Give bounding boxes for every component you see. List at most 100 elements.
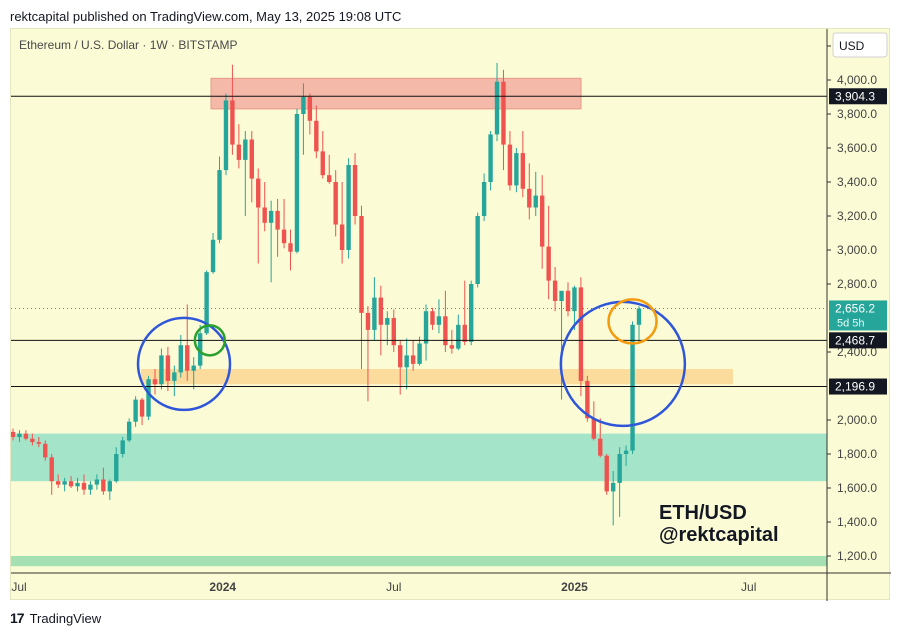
candle [159,348,164,390]
candle-body [327,175,332,182]
candle [552,267,558,312]
candle [494,63,500,142]
price-label-value: 2,468.7 [835,333,875,347]
candle [623,445,629,466]
candle [520,131,526,198]
candle-body [514,153,519,186]
candle [423,304,429,361]
candle-body [378,297,384,325]
candle [10,428,16,441]
candle-body [333,182,338,225]
watermark-line-1: ETH/USD [659,502,747,524]
zone-orange-support [141,369,733,385]
candle [572,285,577,330]
candle [546,205,551,300]
candle-body [630,324,635,451]
candle-body [230,100,235,145]
candle-body [307,97,313,121]
candle-body [501,81,506,145]
candle-body [30,438,35,443]
candle-body [346,165,351,250]
candle [391,309,396,352]
eth-weekly-chart[interactable]: 4,200.04,000.03,800.03,600.03,400.03,200… [10,29,891,601]
candle-body [107,481,112,492]
candle-body [10,431,16,437]
candle [430,307,435,330]
candle-body [449,345,455,349]
candle [398,340,403,395]
candle [210,233,216,274]
price-label-value: 2,196.9 [835,380,875,394]
candle [36,437,42,448]
x-tick-label: 2025 [561,580,588,594]
candle [314,105,319,159]
levels-layer [11,95,827,388]
candle-body [520,153,526,189]
candle-body [410,355,416,364]
candle [488,131,493,191]
candle-body [17,433,22,437]
candle [185,304,190,381]
candle [481,173,487,222]
candle [23,430,29,441]
tradingview-logo-icon[interactable]: 17 [10,610,25,626]
candle-body [81,482,87,490]
candle-body [36,442,42,444]
candle [178,335,183,378]
circle-green-small [193,324,227,357]
candle-body [94,479,100,485]
candle-body [565,290,571,312]
candle [307,93,313,135]
candle [236,124,242,169]
x-tick-label: Jul [741,580,756,594]
candle-body [507,144,513,186]
candle-body [430,311,435,325]
x-tick-label: Jul [11,580,26,594]
level-price-label: 3,904.3 [829,88,887,105]
candle [527,163,532,220]
candle [462,280,467,346]
candle-body [126,421,132,441]
candle [378,285,384,356]
candle-body [372,297,377,330]
symbol-line: Ethereum / U.S. Dollar · 1W · BITSTAMP [19,38,237,52]
candle-body [610,482,616,492]
candle-body [165,355,171,381]
candle [126,418,132,443]
candle-body [585,380,590,419]
candle-body [294,114,300,252]
candles-layer [10,63,642,526]
candle [152,369,158,395]
candle [81,474,87,495]
candle-body [314,120,319,152]
candle-body [398,345,403,368]
price-label-countdown: 5d 5h [837,317,865,329]
candle-body [559,290,564,301]
candle-body [55,481,61,485]
candle [456,314,461,351]
candle-body [281,229,287,244]
candle [197,324,203,369]
candle-body [236,144,242,160]
candle-body [75,482,80,487]
currency-button[interactable]: USD [832,32,888,58]
candle [191,357,196,390]
candle [75,477,80,492]
last-price-label: 2,656.2 5d 5h [829,300,887,331]
candle [469,280,474,346]
chart-frame[interactable]: 4,200.04,000.03,800.03,600.03,400.03,200… [10,28,891,601]
candle [172,365,177,397]
candle [43,440,48,461]
brand-name[interactable]: TradingView [29,610,102,626]
candle-body [617,454,622,483]
level-price-label: 2,196.9 [829,378,887,395]
candle [165,346,171,392]
candle [514,148,519,193]
candle [107,479,112,500]
candle [636,306,642,342]
candle [352,153,358,225]
candle-body [49,457,54,482]
candle-body [469,284,474,342]
candle [114,447,119,483]
x-tick-labels: Jul 2024 Jul 2025 Jul [11,580,756,594]
